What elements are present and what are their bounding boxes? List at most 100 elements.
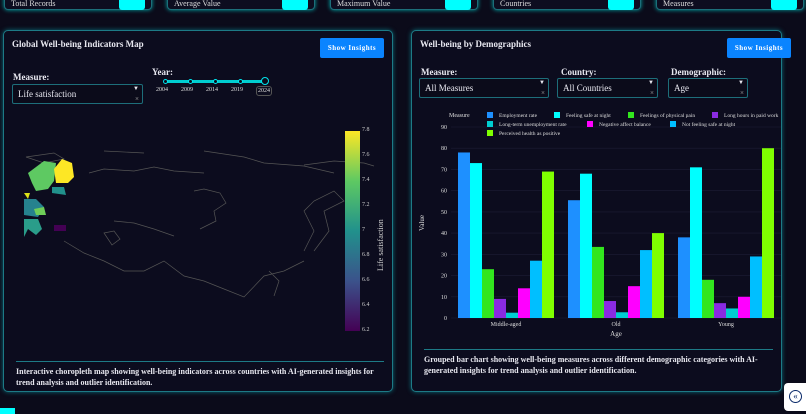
slider-handle[interactable] [261,77,269,85]
bar[interactable] [702,279,714,318]
card-value [119,0,145,10]
panel-title: Global Well-being Indicators Map [12,39,144,49]
baltic[interactable] [52,187,66,195]
show-insights-button[interactable]: Show Insights [320,38,384,58]
legend-label[interactable]: Long hours in paid work [724,113,779,119]
year-tick-label[interactable]: 2024 [256,86,272,96]
bottom-tab[interactable] [0,408,15,414]
choropleth-map[interactable] [4,111,394,361]
clear-icon[interactable]: × [135,95,139,103]
double-chevron-left-icon: « [789,390,802,403]
clear-icon[interactable]: × [740,89,744,97]
bar[interactable] [690,167,702,318]
card-value [282,0,308,10]
year-tick-label[interactable]: 2009 [181,87,193,93]
legend-swatch[interactable] [487,130,493,136]
measure-label: Measure: [421,67,458,77]
bar[interactable] [494,298,506,318]
bar[interactable] [762,148,774,318]
legend-label[interactable]: Perceived health as positive [499,131,561,137]
clear-icon[interactable]: × [650,89,654,97]
bulgaria[interactable] [54,225,66,231]
caret-down-icon: ▼ [539,80,545,86]
caret-down-icon: ▼ [648,80,654,86]
colorbar-tick: 7.2 [362,202,370,208]
legend-swatch[interactable] [587,121,593,127]
year-tick-label[interactable]: 2019 [231,87,243,93]
measure-dropdown[interactable]: Life satisfaction ▼ × [12,84,143,104]
year-label: Year: [152,67,173,77]
year-tick-label[interactable]: 2014 [206,87,218,93]
germany-area[interactable] [34,207,46,215]
caret-down-icon: ▼ [738,80,744,86]
denmark[interactable] [24,193,30,199]
demographic-dropdown[interactable]: Age ▼ × [668,78,748,98]
legend-label[interactable]: Employment rate [499,113,538,119]
bar[interactable] [726,308,738,318]
legend-swatch[interactable] [628,112,634,118]
caret-down-icon: ▼ [133,86,139,92]
y-tick-label: 10 [441,295,447,301]
bar[interactable] [470,163,482,318]
year-tick-dot[interactable] [188,79,193,84]
year-tick-dot[interactable] [238,79,243,84]
card-value [445,0,471,10]
card-label: Countries [500,0,532,8]
x-tick-label: Middle-aged [491,322,522,328]
y-tick-label: 30 [441,252,447,258]
colorbar-tick: 6.4 [362,302,370,308]
legend-label[interactable]: Long-term unemployment rate [499,122,567,128]
bar[interactable] [640,250,652,318]
bar[interactable] [458,152,470,318]
bar[interactable] [714,303,726,318]
bar[interactable] [592,246,604,318]
measure-label: Measure: [13,72,50,82]
year-tick-dot[interactable] [163,79,168,84]
selected-value: All Countries [563,83,612,93]
country-dropdown[interactable]: All Countries ▼ × [557,78,658,98]
finland[interactable] [54,159,74,183]
bar[interactable] [616,312,628,318]
legend-swatch[interactable] [670,121,676,127]
bar[interactable] [678,237,690,318]
bar[interactable] [530,260,542,318]
collapse-button[interactable]: « [784,383,806,411]
year-tick-dot[interactable] [213,79,218,84]
card-value [771,0,797,10]
bar[interactable] [750,256,762,318]
legend-label[interactable]: Negative affect balance [599,121,651,128]
legend-swatch[interactable] [554,112,560,118]
legend-label[interactable]: Not feeling safe at night [682,121,736,128]
legend-swatch[interactable] [487,121,493,127]
southern-europe[interactable] [24,219,42,237]
card-value [608,0,634,10]
bar[interactable] [580,173,592,318]
legend-label[interactable]: Feeling safe at night [566,112,611,119]
colorbar-tick: 7.8 [362,127,370,133]
country-label: Country: [561,67,597,77]
bar[interactable] [628,286,640,318]
bar[interactable] [652,233,664,318]
panel-description: Grouped bar chart showing well-being mea… [424,349,773,376]
y-tick-label: 20 [441,274,447,280]
legend-swatch[interactable] [712,112,718,118]
show-insights-button[interactable]: Show Insights [727,38,791,58]
bar[interactable] [542,171,554,318]
bar[interactable] [506,312,518,318]
legend-label[interactable]: Feelings of physical pain [640,112,695,119]
map-panel: Global Well-being Indicators Map Show In… [3,30,393,392]
bar[interactable] [568,200,580,318]
year-tick-label[interactable]: 2004 [156,87,168,93]
legend-swatch[interactable] [487,112,493,118]
bar[interactable] [604,301,616,318]
colorbar-tick: 6.6 [362,277,370,283]
grouped-bar-chart[interactable]: 0 10 20 30 40 50 60 70 80 90 Value Middle-aged Old Yo… [412,111,783,343]
bar[interactable] [482,269,494,318]
bar[interactable] [738,296,750,318]
bar[interactable] [518,288,530,318]
measure-dropdown[interactable]: All Measures ▼ × [419,78,549,98]
sweden-norway[interactable] [28,161,56,191]
clear-icon[interactable]: × [541,89,545,97]
card-label: Average Value [174,0,221,8]
y-axis-title: Value [418,215,426,231]
